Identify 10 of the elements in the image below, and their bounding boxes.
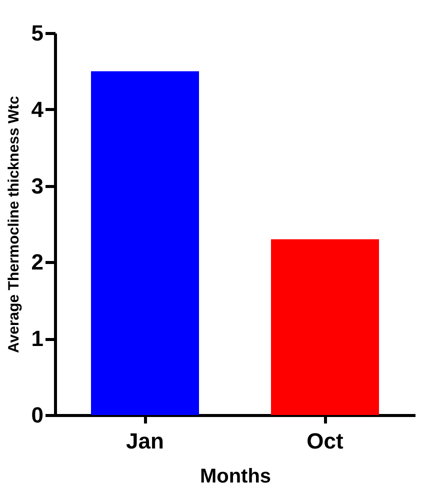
y-tick-label: 5 [31,20,44,46]
y-tick-label: 4 [31,96,44,122]
y-tick-label: 2 [31,250,44,275]
x-axis-title: Months [200,466,272,488]
x-tick-label: Jan [126,428,164,454]
x-tick-label: Oct [306,428,344,454]
y-tick-label: 1 [31,326,44,352]
y-tick-label: 3 [31,173,44,198]
y-tick-label: 0 [31,402,44,428]
y-axis-title: Average Thermocline thickness Wtc [5,96,22,354]
